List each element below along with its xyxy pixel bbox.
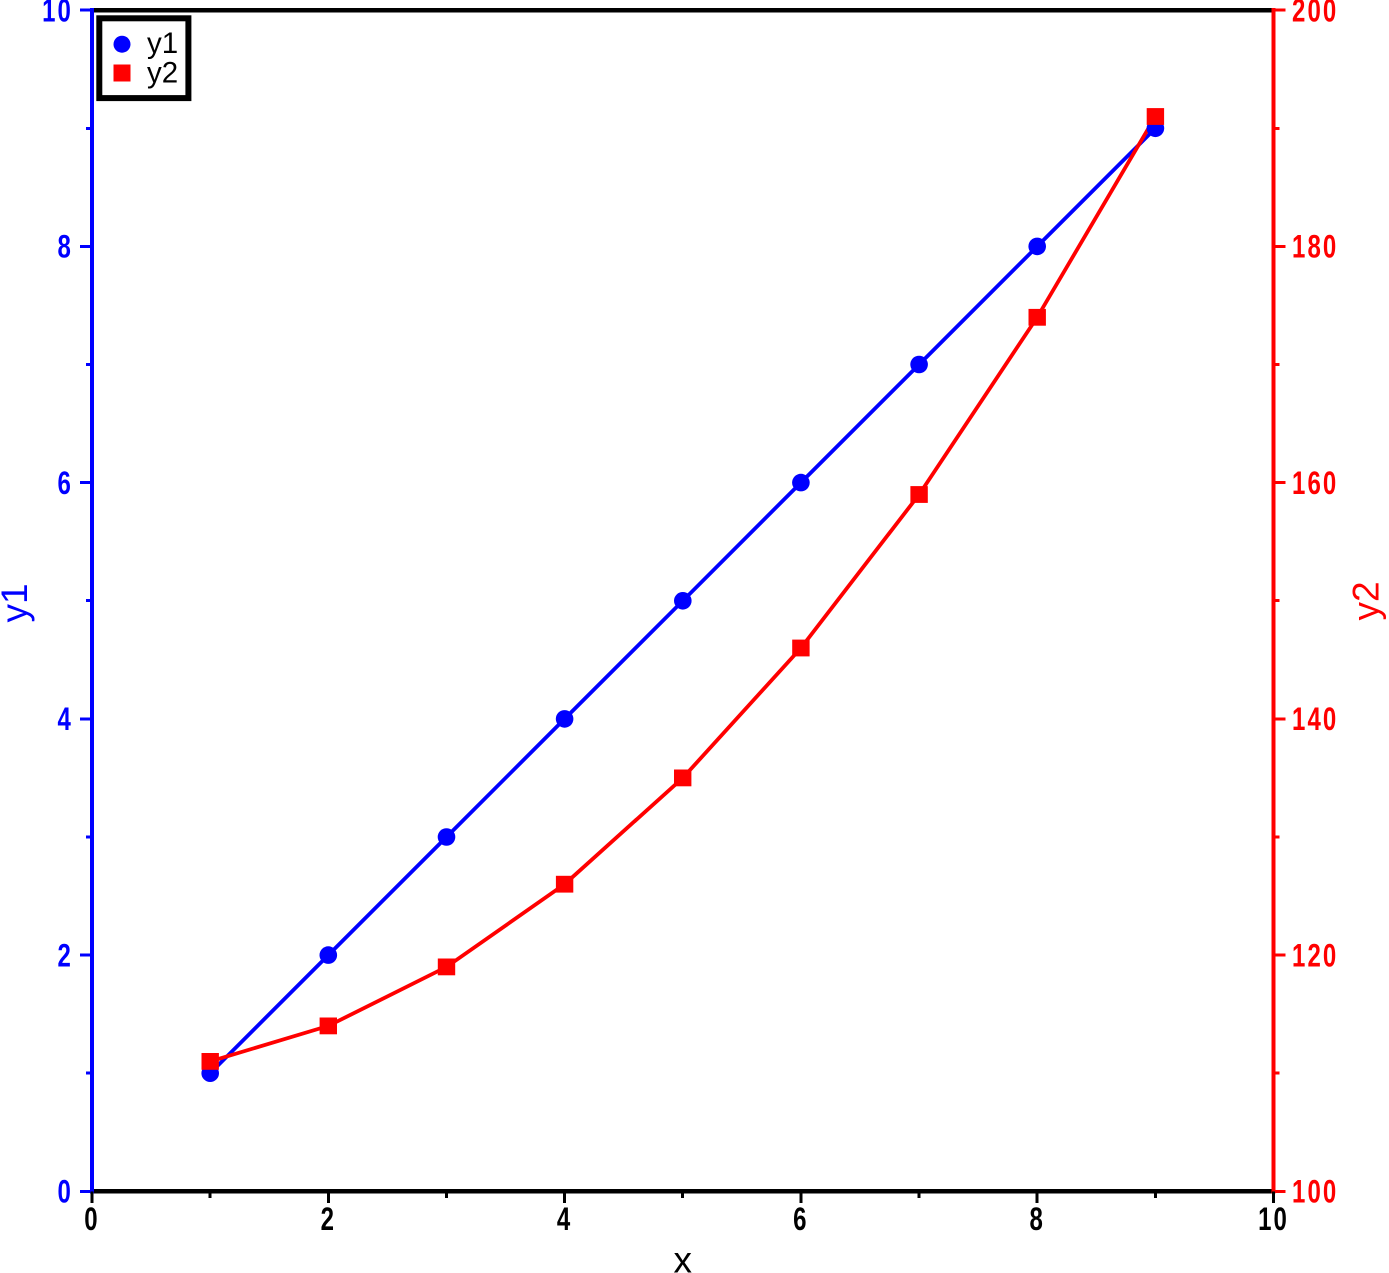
svg-text:6: 6 (793, 1201, 808, 1237)
svg-text:y2: y2 (1346, 581, 1387, 620)
svg-text:4: 4 (58, 701, 73, 737)
svg-text:x: x (674, 1240, 693, 1273)
svg-text:2: 2 (58, 937, 73, 973)
svg-text:8: 8 (58, 228, 73, 264)
svg-text:y1: y1 (0, 583, 35, 622)
svg-text:y2: y2 (147, 57, 178, 90)
svg-text:y1: y1 (147, 27, 178, 60)
svg-text:10: 10 (42, 0, 73, 28)
svg-text:0: 0 (58, 1173, 73, 1209)
svg-text:10: 10 (1258, 1201, 1289, 1237)
svg-text:2: 2 (321, 1201, 336, 1237)
svg-text:6: 6 (58, 464, 73, 500)
svg-text:120: 120 (1292, 937, 1338, 973)
svg-text:140: 140 (1292, 701, 1338, 737)
svg-text:160: 160 (1292, 464, 1338, 500)
svg-text:100: 100 (1292, 1173, 1338, 1209)
svg-text:0: 0 (84, 1201, 99, 1237)
svg-text:8: 8 (1029, 1201, 1044, 1237)
svg-text:180: 180 (1292, 228, 1338, 264)
svg-text:4: 4 (557, 1201, 572, 1237)
svg-text:200: 200 (1292, 0, 1338, 28)
